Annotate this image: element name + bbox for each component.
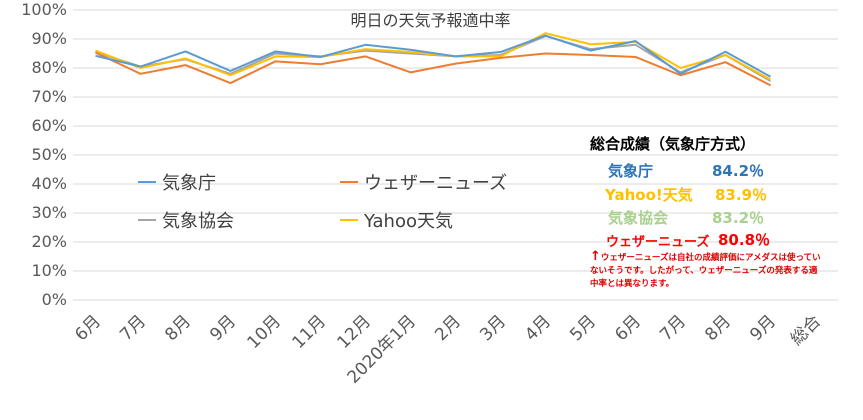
x-tick-label: 4月 <box>521 311 555 345</box>
x-tick-label: 11月 <box>289 311 330 352</box>
y-tick-label: 30% <box>31 203 67 222</box>
x-tick-label: 8月 <box>161 311 195 345</box>
summary-name: ウェザーニューズ <box>606 235 710 250</box>
footnote: ↑ウェザーニューズは自社の成績評価にアメダスは使っていないそうです。したがって、… <box>590 250 825 291</box>
y-tick-label: 100% <box>21 0 67 19</box>
x-tick-label: 12月 <box>334 311 375 352</box>
summary-value: 83.9％ <box>715 186 768 204</box>
x-tick-label: 6月 <box>611 311 645 345</box>
legend-label: 気象庁 <box>162 173 216 194</box>
summary-name: 気象協会 <box>608 209 669 227</box>
x-tick-label: 5月 <box>566 311 600 345</box>
x-tick-label: 10月 <box>244 311 285 352</box>
footnote-text: ウェザーニューズは自社の成績評価にアメダスは使っていないそうです。したがって、ウ… <box>590 253 821 289</box>
y-tick-label: 80% <box>31 58 67 77</box>
y-tick-label: 50% <box>31 145 67 164</box>
y-tick-label: 20% <box>31 232 67 251</box>
y-tick-label: 60% <box>31 116 67 135</box>
summary-value: 83.2％ <box>712 209 765 227</box>
y-tick-label: 40% <box>31 174 67 193</box>
series-line <box>95 32 771 81</box>
up-arrow-icon: ↑ <box>590 249 601 264</box>
y-tick-label: 0% <box>42 290 67 309</box>
summary-name: 気象庁 <box>608 162 654 180</box>
x-tick-label: 総合 <box>787 311 825 349</box>
legend-label: 気象協会 <box>162 211 234 232</box>
y-tick-label: 10% <box>31 261 67 280</box>
y-tick-label: 90% <box>31 29 67 48</box>
x-tick-label: 6月 <box>71 311 105 345</box>
chart-title: 明日の天気予報適中率 <box>350 11 510 30</box>
legend-label: Yahoo天気 <box>363 211 453 232</box>
summary-value: 84.2％ <box>712 162 765 180</box>
x-tick-label: 7月 <box>656 311 690 345</box>
x-tick-label: 7月 <box>116 311 150 345</box>
x-tick-label: 3月 <box>476 311 510 345</box>
x-tick-label: 9月 <box>206 311 240 345</box>
x-tick-label: 8月 <box>701 311 735 345</box>
series-line <box>95 35 772 82</box>
x-tick-label: 2月 <box>431 311 465 345</box>
series-line <box>95 51 771 87</box>
x-tick-label: 9月 <box>746 311 780 345</box>
summary-heading: 総合成績（気象庁方式） <box>590 135 756 153</box>
y-tick-label: 70% <box>31 87 67 106</box>
summary-value: 80.8％ <box>718 231 771 249</box>
series-line <box>95 34 771 78</box>
legend-label: ウェザーニューズ <box>364 173 507 194</box>
summary-name: Yahoo!天気 <box>605 186 693 204</box>
